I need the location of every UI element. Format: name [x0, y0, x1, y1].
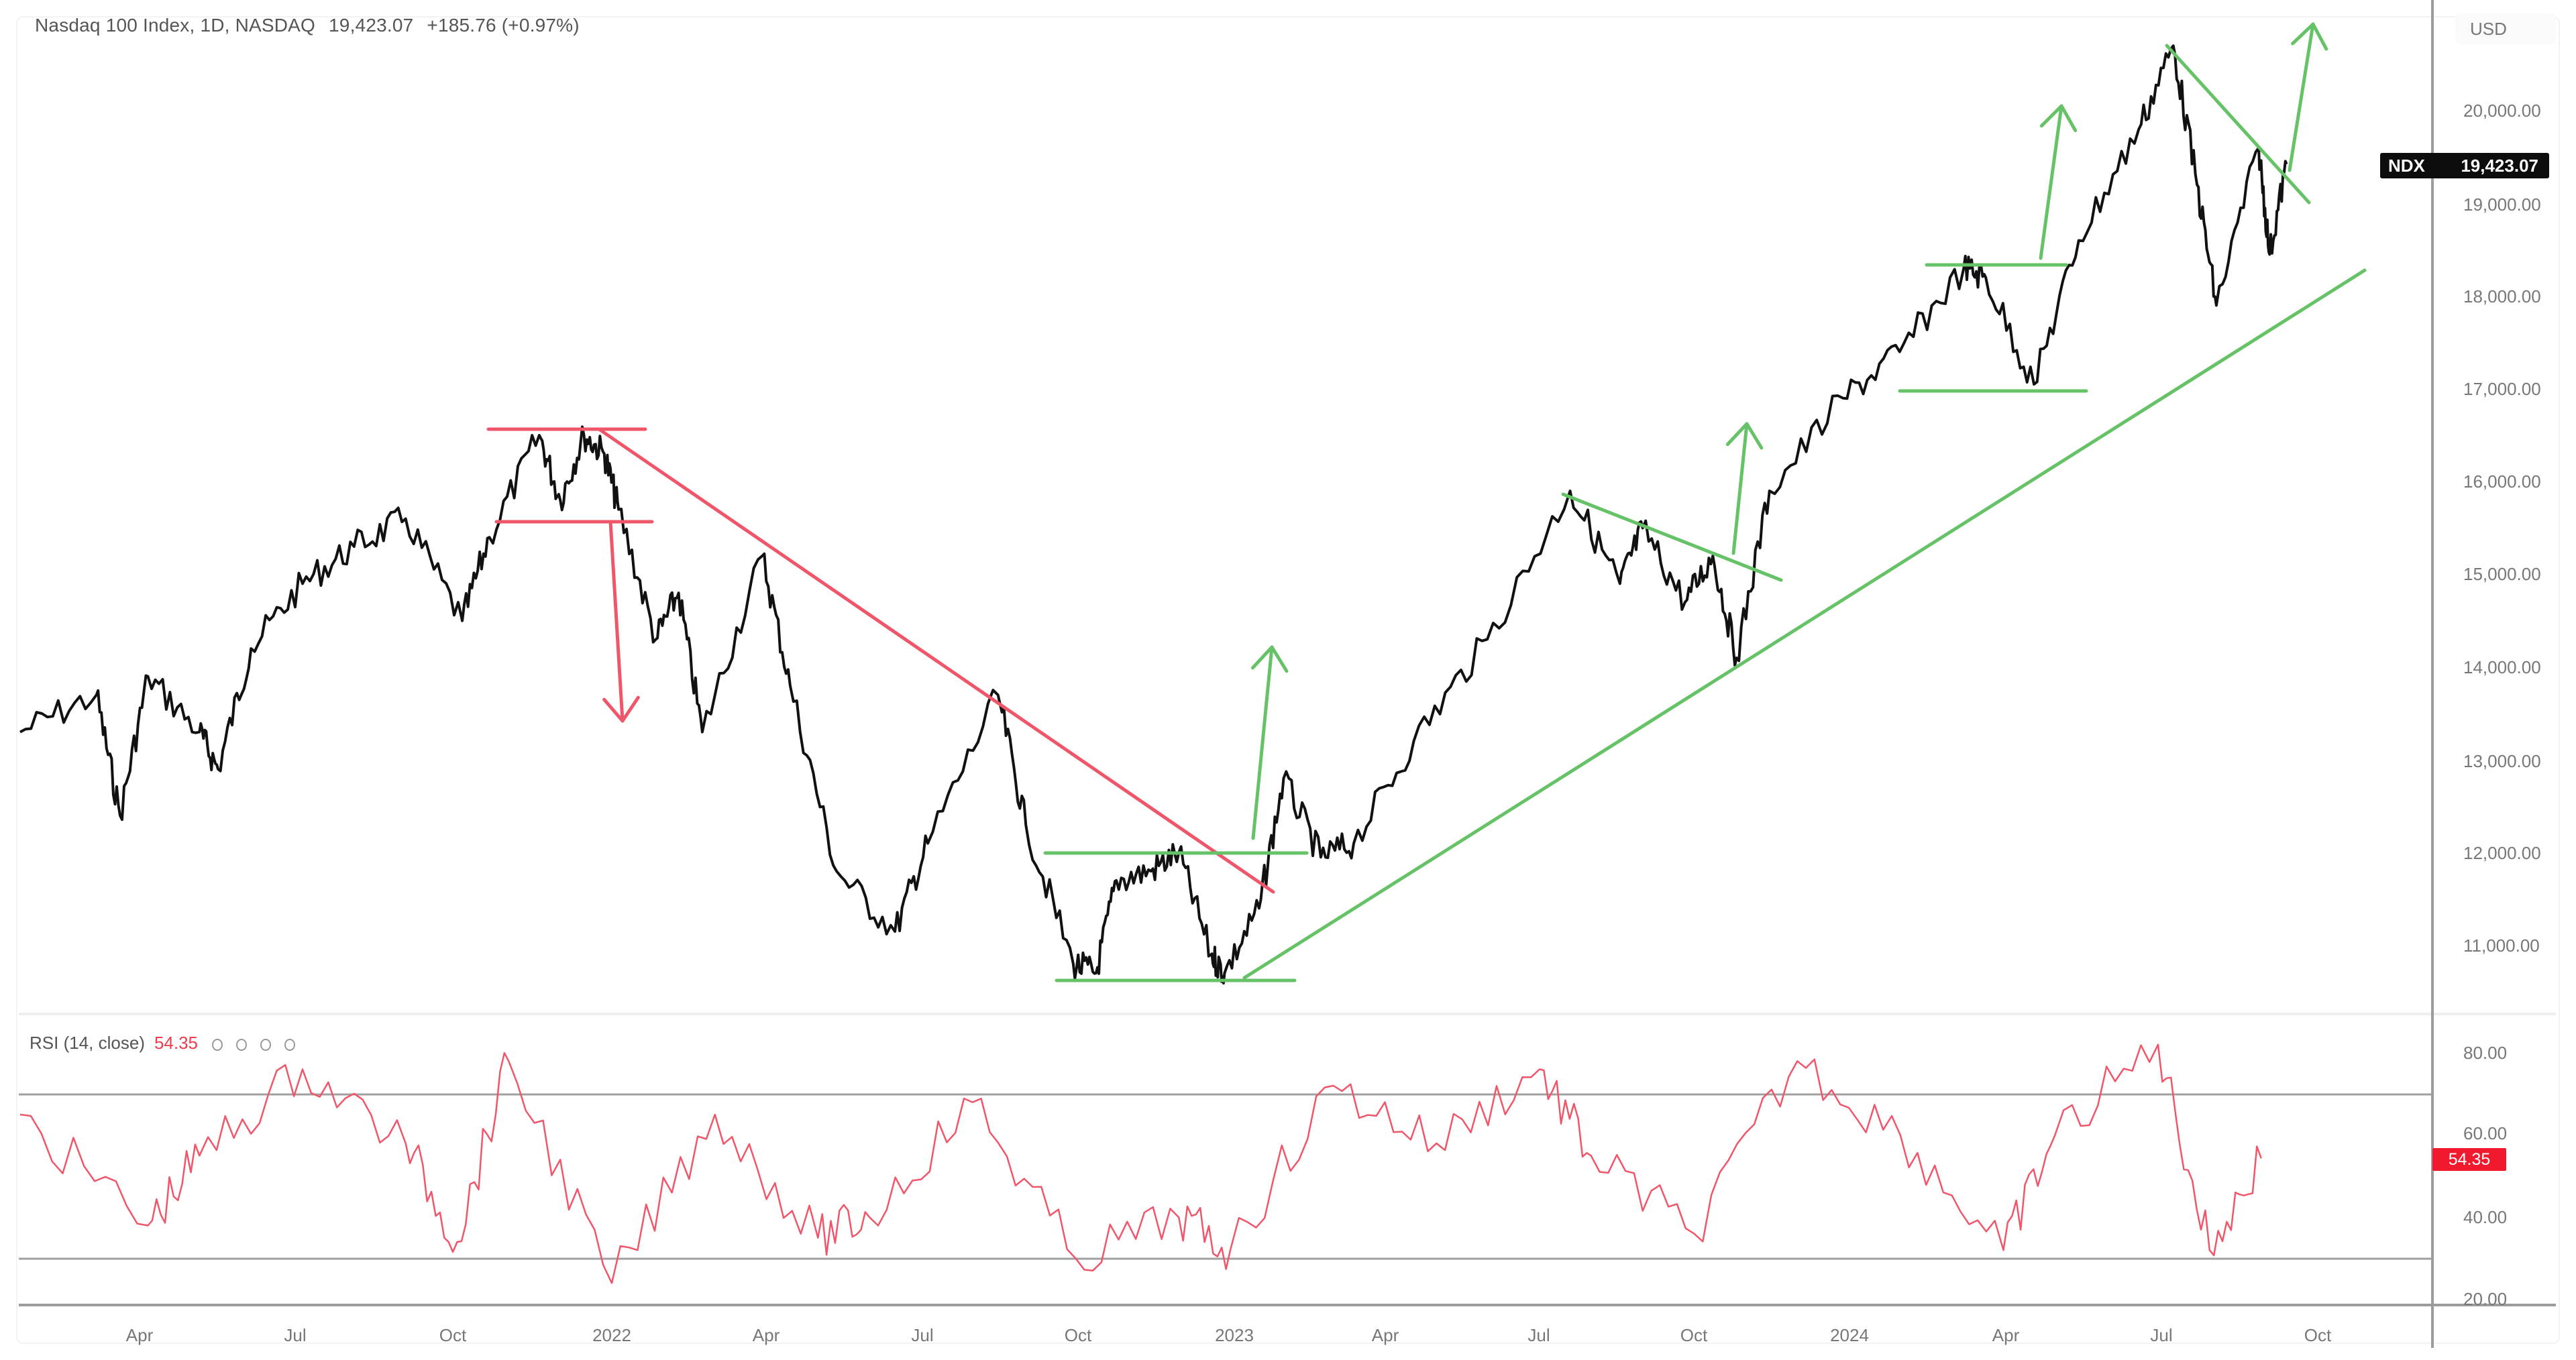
time-tick-label: Apr [1992, 1325, 2020, 1345]
rsi-tick-label: 80.00 [2463, 1043, 2508, 1063]
arrow-drawing[interactable] [602, 520, 640, 723]
rsi-tick-label: 60.00 [2463, 1123, 2508, 1143]
time-tick-label: Jul [2150, 1325, 2173, 1345]
time-tick-label: 2024 [1830, 1325, 1869, 1345]
symbol-legend[interactable]: Nasdaq 100 Index, 1D, NASDAQ 19,423.07 +… [35, 15, 588, 36]
time-tick-label: Apr [125, 1325, 154, 1345]
time-tick-label: Oct [1680, 1325, 1708, 1345]
price-tick-label: 18,000.00 [2463, 286, 2541, 306]
rsi-legend[interactable]: RSI (14, close) 54.35 [30, 1033, 309, 1054]
currency-selector[interactable]: USD [2455, 13, 2556, 44]
price-tick-label: 17,000.00 [2463, 379, 2541, 399]
price-change: +185.76 (+0.97%) [427, 15, 580, 36]
rsi-value-tag: 54.35 [2432, 1148, 2506, 1171]
arrow-drawing[interactable] [1725, 422, 1764, 555]
rsi-value: 54.35 [154, 1033, 199, 1053]
settings-icon[interactable] [236, 1039, 248, 1051]
rsi-tick-label: 40.00 [2463, 1207, 2508, 1227]
rsi-tick-label: 20.00 [2463, 1289, 2508, 1309]
time-tick-label: Oct [439, 1325, 467, 1345]
price-tick-label: 14,000.00 [2463, 657, 2541, 677]
last-price: 19,423.07 [329, 15, 414, 36]
trendline-drawing[interactable] [2165, 44, 2311, 205]
time-tick-label: Jul [284, 1325, 307, 1345]
arrow-drawing[interactable] [2288, 22, 2328, 172]
chart-frame [16, 16, 2560, 1344]
time-tick-label: Apr [752, 1325, 780, 1345]
time-tick-label: Jul [1527, 1325, 1550, 1345]
arrow-drawing[interactable] [1250, 645, 1289, 840]
delete-icon[interactable] [260, 1039, 272, 1051]
time-tick-label: Jul [911, 1325, 934, 1345]
rsi-label: RSI (14, close) [30, 1033, 145, 1053]
price-tick-label: 12,000.00 [2463, 843, 2541, 863]
time-tick-label: Oct [1064, 1325, 1092, 1345]
time-tick-label: Oct [2304, 1325, 2332, 1345]
price-tick-label: 19,000.00 [2463, 194, 2541, 215]
trendline-drawing[interactable] [1242, 268, 2367, 980]
trendline-drawing[interactable] [1561, 492, 1783, 582]
price-tick-label: 20,000.00 [2463, 101, 2541, 121]
tag-symbol: NDX [2388, 156, 2425, 176]
last-price-tag: NDX 19,423.07 [2380, 153, 2549, 178]
price-tick-label: 11,000.00 [2463, 936, 2540, 956]
trendline-drawing[interactable] [597, 427, 1275, 894]
arrow-drawing[interactable] [2039, 104, 2078, 260]
rsi-series [19, 1043, 2262, 1284]
price-tick-label: 13,000.00 [2463, 751, 2541, 771]
time-tick-label: 2022 [592, 1325, 631, 1345]
tag-price: 19,423.07 [2461, 156, 2538, 176]
drawing-annotations[interactable] [486, 22, 2367, 982]
time-tick-label: 2023 [1215, 1325, 1254, 1345]
symbol-name: Nasdaq 100 Index, 1D, NASDAQ [35, 15, 316, 36]
price-tick-label: 15,000.00 [2463, 564, 2541, 584]
price-tick-label: 16,000.00 [2463, 471, 2541, 492]
price-series [19, 44, 2288, 985]
more-icon[interactable] [284, 1039, 296, 1051]
time-tick-label: Apr [1371, 1325, 1399, 1345]
eye-icon[interactable] [212, 1039, 223, 1051]
